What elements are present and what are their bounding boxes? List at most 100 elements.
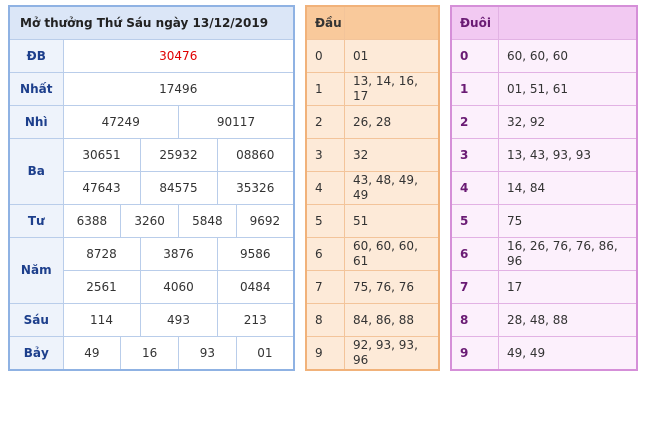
digit-row: 0 01	[305, 39, 440, 73]
prize-number: 5848	[178, 204, 237, 238]
prize-number: 9586	[216, 237, 295, 271]
prize-label: Ba	[8, 138, 64, 205]
numbers: 51	[344, 204, 440, 238]
prize-number: 01	[235, 336, 295, 371]
title: Mở thưởng Thứ Sáu ngày 13/12/2019	[8, 5, 295, 40]
result-row: Ba 30651 25932 08860	[8, 138, 295, 205]
numbers: 84, 86, 88	[344, 303, 440, 337]
prize-number: 47249	[62, 105, 179, 139]
prize-label: Nhì	[8, 105, 64, 139]
header-blank	[498, 5, 638, 40]
result-row: Sáu 114 493 213	[8, 303, 295, 337]
numbers: 17	[498, 270, 638, 304]
result-row: Năm 8728 3876 9586	[8, 237, 295, 304]
digit: 1	[450, 72, 499, 106]
digit: 0	[450, 39, 499, 73]
prize-number: 6388	[62, 204, 122, 238]
result-row: 47643 84575 35326	[9, 171, 295, 205]
prize-label: Bảy	[8, 336, 64, 371]
digit-row: 7 17	[450, 270, 638, 304]
digit-row: 6 60, 60, 60, 61	[305, 237, 440, 271]
prize-label: Sáu	[8, 303, 64, 337]
result-row: Nhì 47249 90117	[8, 105, 295, 139]
prize-number: 2561	[62, 270, 141, 304]
numbers: 16, 26, 76, 76, 86, 96	[498, 237, 638, 271]
numbers: 01	[344, 39, 440, 73]
digit-row: 9 92, 93, 93, 96	[305, 336, 440, 371]
prize-number: 213	[216, 303, 295, 337]
digit-row: 6 16, 26, 76, 76, 86, 96	[450, 237, 638, 271]
numbers: 49, 49	[498, 336, 638, 371]
numbers: 01, 51, 61	[498, 72, 638, 106]
numbers: 13, 43, 93, 93	[498, 138, 638, 172]
digit: 6	[450, 237, 499, 271]
digit-row: 5 75	[450, 204, 638, 238]
prize-number: 30651	[62, 138, 141, 172]
prize-number: 47643	[62, 171, 141, 205]
numbers: 26, 28	[344, 105, 440, 139]
prize-number: 16	[120, 336, 179, 371]
digit-row: 8 28, 48, 88	[450, 303, 638, 337]
digit-row: 2 32, 92	[450, 105, 638, 139]
digit: 2	[305, 105, 345, 139]
prize-number: 3876	[139, 237, 218, 271]
prize-label: ĐB	[8, 39, 64, 73]
prize-number: 17496	[62, 72, 295, 106]
digit-row: 4 43, 48, 49, 49	[305, 171, 440, 205]
digit-row: 3 32	[305, 138, 440, 172]
prize-label: Tư	[8, 204, 64, 238]
digit-row: 3 13, 43, 93, 93	[450, 138, 638, 172]
prize-label: Năm	[8, 237, 64, 304]
digit-row: 2 26, 28	[305, 105, 440, 139]
prize-number: 8728	[62, 237, 141, 271]
prize-label: Nhất	[8, 72, 64, 106]
head-table: Đầu 0 01 1 13, 14, 16, 17 2 26, 28 3 32 4 43, 48, …	[305, 5, 440, 371]
prize-number: 25932	[139, 138, 218, 172]
result-row: Bảy 49 16 93 01	[8, 336, 295, 371]
header-row: Mở thưởng Thứ Sáu ngày 13/12/2019	[8, 5, 295, 40]
prize-number: 9692	[235, 204, 295, 238]
prize-number: 93	[178, 336, 237, 371]
digit: 4	[450, 171, 499, 205]
numbers: 14, 84	[498, 171, 638, 205]
digit-row: 5 51	[305, 204, 440, 238]
header: Đầu	[305, 5, 345, 40]
numbers: 13, 14, 16, 17	[344, 72, 440, 106]
numbers: 43, 48, 49, 49	[344, 171, 440, 205]
digit: 8	[305, 303, 345, 337]
prize-number: 114	[62, 303, 141, 337]
digit: 9	[450, 336, 499, 371]
digit: 6	[305, 237, 345, 271]
prize-number: 84575	[139, 171, 218, 205]
digit-row: 1 01, 51, 61	[450, 72, 638, 106]
digit-row: 1 13, 14, 16, 17	[305, 72, 440, 106]
numbers: 32, 92	[498, 105, 638, 139]
digit: 4	[305, 171, 345, 205]
digit: 3	[450, 138, 499, 172]
digit-row: 0 60, 60, 60	[450, 39, 638, 73]
prize-number: 08860	[216, 138, 295, 172]
numbers: 75	[498, 204, 638, 238]
header-blank	[344, 5, 440, 40]
numbers: 92, 93, 93, 96	[344, 336, 440, 371]
result-row: Tư 6388 3260 5848 9692	[8, 204, 295, 238]
digit: 5	[305, 204, 345, 238]
header: Đuôi	[450, 5, 499, 40]
prize-number: 35326	[216, 171, 295, 205]
digit: 3	[305, 138, 345, 172]
prize-number: 30476	[62, 39, 295, 73]
digit-row: 9 49, 49	[450, 336, 638, 371]
header-row: Đầu	[305, 5, 440, 40]
header-row: Đuôi	[450, 5, 638, 40]
digit: 7	[305, 270, 345, 304]
digit: 5	[450, 204, 499, 238]
digit: 8	[450, 303, 499, 337]
prize-number: 3260	[120, 204, 179, 238]
numbers: 75, 76, 76	[344, 270, 440, 304]
digit: 1	[305, 72, 345, 106]
digit-row: 8 84, 86, 88	[305, 303, 440, 337]
result-row: Nhất 17496	[8, 72, 295, 106]
digit-row: 4 14, 84	[450, 171, 638, 205]
prize-number: 90117	[178, 105, 295, 139]
